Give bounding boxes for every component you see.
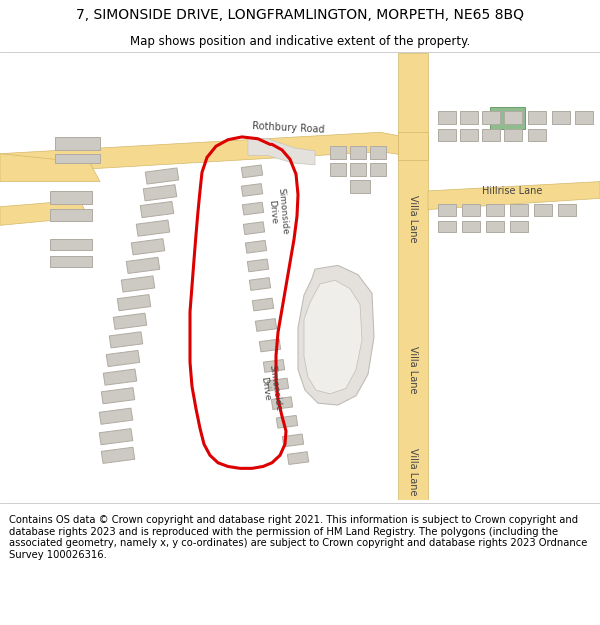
Polygon shape xyxy=(263,359,284,372)
Polygon shape xyxy=(510,221,528,232)
Polygon shape xyxy=(370,163,386,176)
Polygon shape xyxy=(460,129,478,141)
Polygon shape xyxy=(0,200,88,226)
Polygon shape xyxy=(99,408,133,424)
Polygon shape xyxy=(109,332,143,348)
Polygon shape xyxy=(245,241,266,253)
Text: Contains OS data © Crown copyright and database right 2021. This information is : Contains OS data © Crown copyright and d… xyxy=(9,515,587,560)
Polygon shape xyxy=(268,378,289,391)
Polygon shape xyxy=(438,221,456,232)
Polygon shape xyxy=(438,204,456,216)
Text: Simonside
Drive: Simonside Drive xyxy=(266,187,290,236)
Text: Simonside
Drive: Simonside Drive xyxy=(257,364,283,413)
Polygon shape xyxy=(253,298,274,311)
Polygon shape xyxy=(117,294,151,311)
Text: Map shows position and indicative extent of the property.: Map shows position and indicative extent… xyxy=(130,35,470,48)
Polygon shape xyxy=(126,258,160,274)
Polygon shape xyxy=(504,111,522,124)
Polygon shape xyxy=(283,434,304,447)
Polygon shape xyxy=(121,276,155,292)
Polygon shape xyxy=(534,204,552,216)
Polygon shape xyxy=(438,129,456,141)
Text: Villa Lane: Villa Lane xyxy=(408,346,418,393)
Polygon shape xyxy=(330,146,346,159)
Polygon shape xyxy=(528,111,546,124)
Polygon shape xyxy=(55,154,100,163)
Polygon shape xyxy=(140,201,174,217)
Polygon shape xyxy=(259,339,281,352)
Polygon shape xyxy=(50,191,92,204)
Polygon shape xyxy=(50,209,92,221)
Polygon shape xyxy=(145,168,179,184)
Polygon shape xyxy=(398,132,428,160)
Polygon shape xyxy=(438,111,456,124)
Polygon shape xyxy=(350,163,366,176)
Text: Hillrise Lane: Hillrise Lane xyxy=(482,186,542,196)
Polygon shape xyxy=(256,319,277,331)
Polygon shape xyxy=(462,221,480,232)
Polygon shape xyxy=(244,222,265,234)
Polygon shape xyxy=(510,204,528,216)
Polygon shape xyxy=(460,111,478,124)
Polygon shape xyxy=(490,107,525,129)
Polygon shape xyxy=(248,139,315,165)
Text: Villa Lane: Villa Lane xyxy=(408,195,418,242)
Polygon shape xyxy=(350,180,370,192)
Polygon shape xyxy=(575,111,593,124)
Polygon shape xyxy=(330,163,346,176)
Polygon shape xyxy=(55,137,100,150)
Polygon shape xyxy=(50,239,92,251)
Polygon shape xyxy=(482,111,500,124)
Polygon shape xyxy=(106,351,140,366)
Polygon shape xyxy=(271,397,293,409)
Polygon shape xyxy=(370,146,386,159)
Polygon shape xyxy=(486,204,504,216)
Polygon shape xyxy=(143,185,177,201)
Polygon shape xyxy=(0,154,100,182)
Polygon shape xyxy=(242,202,263,215)
Polygon shape xyxy=(350,146,366,159)
Text: Rothbury Road: Rothbury Road xyxy=(251,121,325,134)
Polygon shape xyxy=(287,452,308,464)
Polygon shape xyxy=(428,182,600,209)
Text: Villa Lane: Villa Lane xyxy=(408,448,418,496)
Polygon shape xyxy=(304,280,362,394)
Polygon shape xyxy=(528,129,546,141)
Polygon shape xyxy=(298,266,374,405)
Polygon shape xyxy=(101,448,135,463)
Polygon shape xyxy=(552,111,570,124)
Polygon shape xyxy=(103,369,137,385)
Polygon shape xyxy=(241,184,263,196)
Polygon shape xyxy=(482,129,500,141)
Polygon shape xyxy=(462,204,480,216)
Polygon shape xyxy=(250,278,271,291)
Polygon shape xyxy=(558,204,576,216)
Polygon shape xyxy=(99,429,133,445)
Polygon shape xyxy=(136,220,170,236)
Polygon shape xyxy=(241,165,263,177)
Polygon shape xyxy=(277,416,298,428)
Polygon shape xyxy=(247,259,269,272)
Polygon shape xyxy=(131,239,165,255)
Text: 7, SIMONSIDE DRIVE, LONGFRAMLINGTON, MORPETH, NE65 8BQ: 7, SIMONSIDE DRIVE, LONGFRAMLINGTON, MOR… xyxy=(76,8,524,22)
Polygon shape xyxy=(398,53,428,500)
Polygon shape xyxy=(50,256,92,268)
Polygon shape xyxy=(113,313,147,329)
Polygon shape xyxy=(504,129,522,141)
Polygon shape xyxy=(486,221,504,232)
Polygon shape xyxy=(101,388,135,404)
Polygon shape xyxy=(0,132,410,174)
